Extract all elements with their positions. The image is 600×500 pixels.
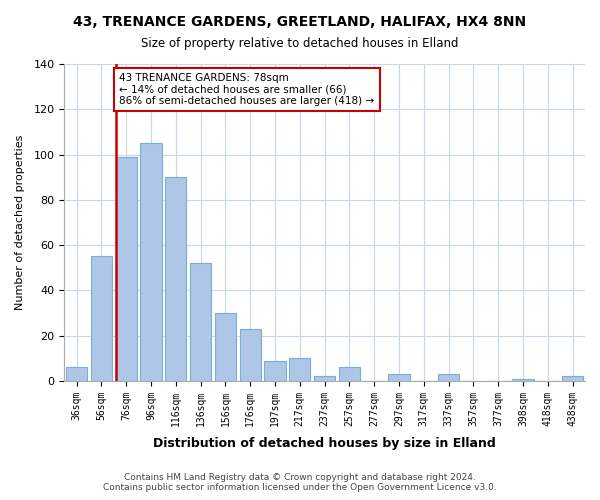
X-axis label: Distribution of detached houses by size in Elland: Distribution of detached houses by size … — [153, 437, 496, 450]
Bar — [190, 263, 211, 381]
Bar — [215, 313, 236, 381]
Bar — [116, 157, 137, 381]
Bar — [339, 368, 360, 381]
Bar — [140, 143, 161, 381]
Bar — [562, 376, 583, 381]
Bar — [289, 358, 310, 381]
Bar — [512, 378, 533, 381]
Bar — [265, 360, 286, 381]
Bar — [165, 177, 187, 381]
Bar — [438, 374, 459, 381]
Bar — [388, 374, 410, 381]
Bar — [91, 256, 112, 381]
Bar — [314, 376, 335, 381]
Bar — [66, 368, 87, 381]
Text: Size of property relative to detached houses in Elland: Size of property relative to detached ho… — [141, 38, 459, 51]
Text: 43 TRENANCE GARDENS: 78sqm
← 14% of detached houses are smaller (66)
86% of semi: 43 TRENANCE GARDENS: 78sqm ← 14% of deta… — [119, 73, 374, 106]
Text: 43, TRENANCE GARDENS, GREETLAND, HALIFAX, HX4 8NN: 43, TRENANCE GARDENS, GREETLAND, HALIFAX… — [73, 15, 527, 29]
Text: Contains HM Land Registry data © Crown copyright and database right 2024.
Contai: Contains HM Land Registry data © Crown c… — [103, 473, 497, 492]
Y-axis label: Number of detached properties: Number of detached properties — [15, 135, 25, 310]
Bar — [239, 329, 261, 381]
